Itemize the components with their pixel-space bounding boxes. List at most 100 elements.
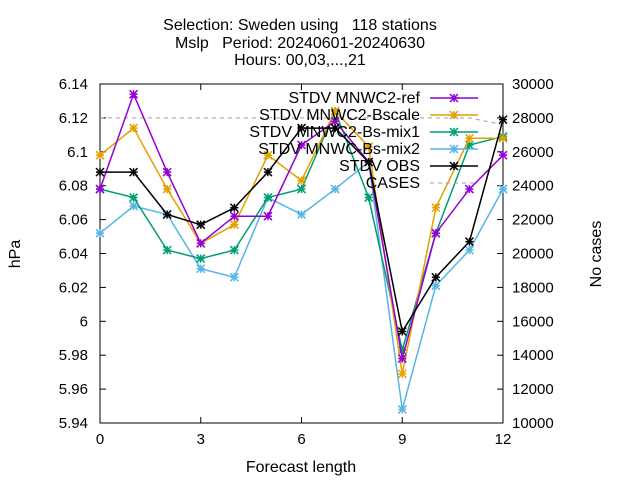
point-stroke <box>129 201 139 211</box>
data-point <box>464 133 474 143</box>
data-point <box>95 167 105 177</box>
series-1 <box>95 106 508 379</box>
data-point <box>129 193 139 203</box>
data-point <box>129 123 139 133</box>
point-stroke <box>464 237 474 247</box>
point-stroke <box>498 184 508 194</box>
y2-axis-label: No cases <box>588 221 605 288</box>
data-point <box>498 184 508 194</box>
y-tick-label: 6.12 <box>59 110 88 127</box>
point-stroke <box>229 220 239 230</box>
data-point <box>464 237 474 247</box>
series-3 <box>95 157 508 414</box>
point-stroke <box>431 281 441 291</box>
data-point <box>498 115 508 125</box>
x-tick-label: 0 <box>96 431 104 448</box>
chart-title: Selection: Sweden using 118 stations Msl… <box>163 17 437 69</box>
legend-label: CASES <box>366 175 420 192</box>
y-tick-label: 6.06 <box>59 212 88 229</box>
point-stroke <box>431 228 441 238</box>
point-stroke <box>229 203 239 213</box>
point-stroke <box>129 89 139 99</box>
y2-tick-label: 30000 <box>512 76 554 93</box>
data-point <box>196 220 206 230</box>
point-stroke <box>364 157 374 167</box>
y-axis-label: hPa <box>7 240 24 269</box>
series-line <box>99 160 504 410</box>
legend-label: STDV MNWC2-Bs-mix1 <box>249 124 420 141</box>
data-point <box>229 203 239 213</box>
data-point <box>229 272 239 282</box>
point-stroke <box>330 184 340 194</box>
legend-label: STDV MNWC2-ref <box>288 90 420 107</box>
data-point <box>296 123 307 133</box>
point-stroke <box>449 110 459 120</box>
point-stroke <box>397 326 407 337</box>
y-tick-label: 6.14 <box>59 76 88 93</box>
legend-marker <box>449 93 459 103</box>
point-stroke <box>263 150 273 160</box>
point-stroke <box>397 354 407 364</box>
point-stroke <box>449 161 459 171</box>
data-point <box>263 167 273 177</box>
data-point <box>229 220 239 230</box>
data-point <box>397 404 407 414</box>
data-point <box>397 354 407 364</box>
point-stroke <box>296 176 307 186</box>
legend-marker <box>449 161 459 171</box>
point-stroke <box>498 133 508 143</box>
data-point <box>330 116 340 126</box>
legend-marker <box>449 144 459 154</box>
data-point <box>263 150 273 160</box>
point-stroke <box>397 369 407 379</box>
point-stroke <box>162 209 172 220</box>
data-point <box>330 106 340 116</box>
data-point <box>498 150 508 160</box>
point-stroke <box>129 123 139 133</box>
y-tick-label: 6.02 <box>59 279 88 296</box>
data-point <box>464 245 474 255</box>
y-tick-label: 6.04 <box>59 246 88 263</box>
data-point <box>162 184 172 194</box>
data-point <box>330 123 340 133</box>
y-tick-label: 6.08 <box>59 178 88 195</box>
legend-marker <box>449 127 459 137</box>
legend-label: STDV MNWC-Bs-mix2 <box>258 141 420 158</box>
point-stroke <box>196 220 206 230</box>
data-point <box>95 150 105 160</box>
point-stroke <box>296 123 307 133</box>
data-point <box>129 167 139 177</box>
point-stroke <box>397 404 407 414</box>
x-tick-label: 9 <box>398 431 406 448</box>
data-point <box>397 326 407 337</box>
series-4 <box>95 115 508 337</box>
point-stroke <box>229 211 239 221</box>
point-stroke <box>196 238 206 248</box>
data-point <box>330 184 340 194</box>
y2-tick-label: 26000 <box>512 144 554 161</box>
y2-tick-label: 12000 <box>512 381 554 398</box>
data-point <box>196 254 206 264</box>
y2-tick-label: 24000 <box>512 178 554 195</box>
data-point <box>431 281 441 291</box>
x-tick-label: 12 <box>495 431 512 448</box>
point-stroke <box>330 106 340 116</box>
point-stroke <box>364 142 374 152</box>
point-stroke <box>464 184 474 194</box>
y-tick-label: 5.94 <box>59 415 88 432</box>
legend-label: STDV OBS <box>339 158 420 175</box>
series-5 <box>100 117 504 126</box>
point-stroke <box>498 115 508 125</box>
point-stroke <box>498 150 508 160</box>
point-stroke <box>129 167 139 177</box>
data-point <box>162 245 172 255</box>
x-tick-label: 6 <box>297 431 305 448</box>
point-stroke <box>229 245 239 255</box>
point-stroke <box>296 184 307 194</box>
data-point <box>364 157 374 167</box>
data-point <box>162 209 172 220</box>
point-stroke <box>196 264 206 274</box>
point-stroke <box>95 184 105 194</box>
point-stroke <box>464 133 474 143</box>
data-point <box>296 209 307 220</box>
